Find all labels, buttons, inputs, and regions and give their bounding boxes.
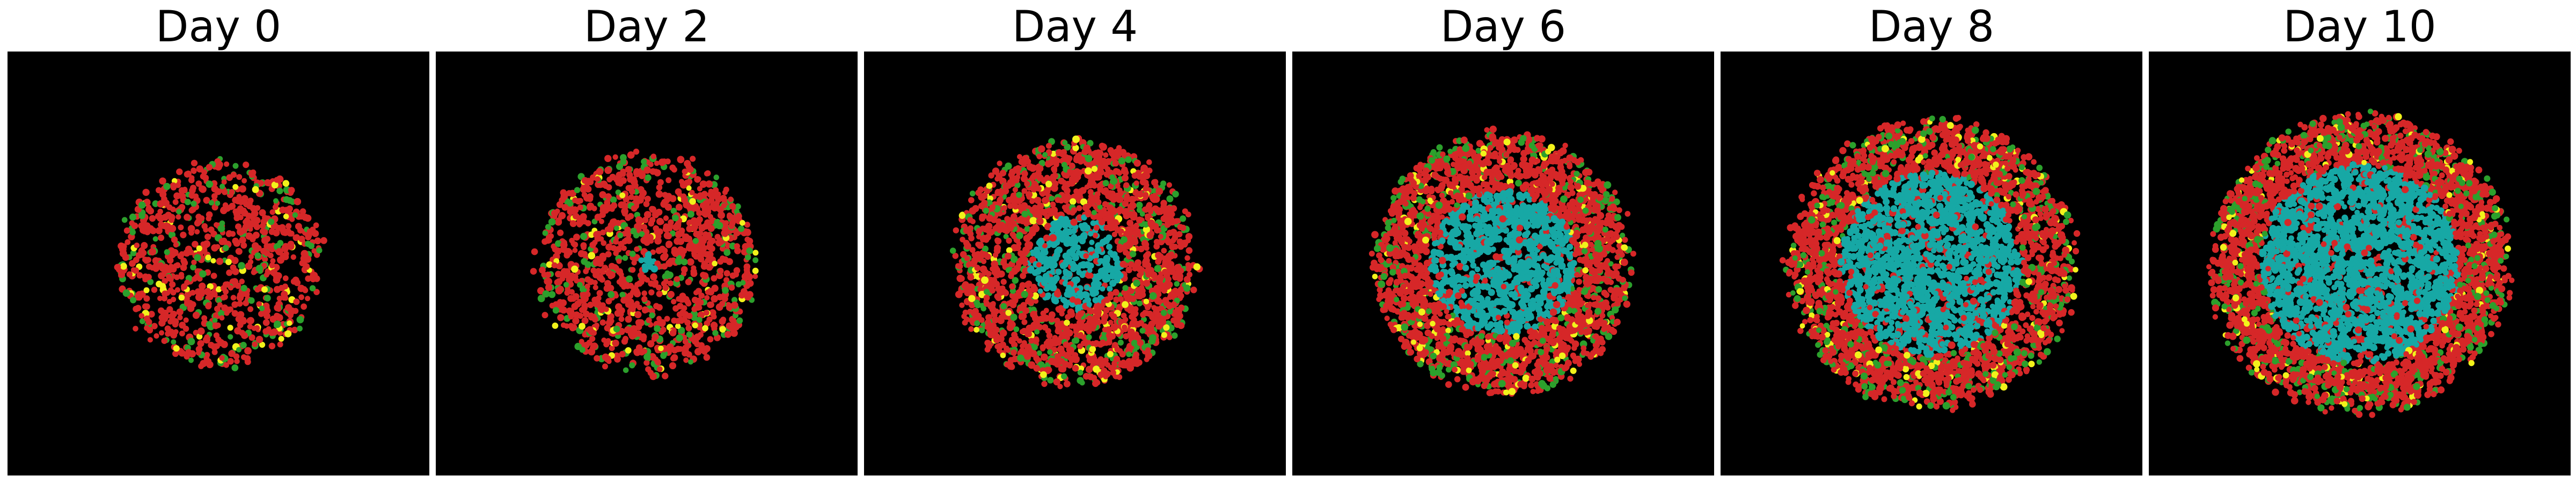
day-panel: Day 8 [1721, 0, 2142, 483]
day-panel: Day 2 [436, 0, 858, 483]
cell-image [2149, 52, 2571, 475]
panel-title: Day 10 [2283, 2, 2436, 52]
panel-title: Day 0 [155, 2, 282, 52]
cell-image [8, 52, 429, 475]
panel-title: Day 6 [1440, 2, 1567, 52]
day-panel: Day 10 [2149, 0, 2571, 483]
day-panel: Day 0 [8, 0, 429, 483]
panel-title: Day 4 [1012, 2, 1138, 52]
cell-image [436, 52, 858, 475]
panel-title: Day 2 [583, 2, 710, 52]
day-panel: Day 6 [1292, 0, 1714, 483]
cell-image [1292, 52, 1714, 475]
day-panel: Day 4 [864, 0, 1286, 483]
cell-image [864, 52, 1286, 475]
cell-image [1721, 52, 2142, 475]
panel-title: Day 8 [1868, 2, 1995, 52]
